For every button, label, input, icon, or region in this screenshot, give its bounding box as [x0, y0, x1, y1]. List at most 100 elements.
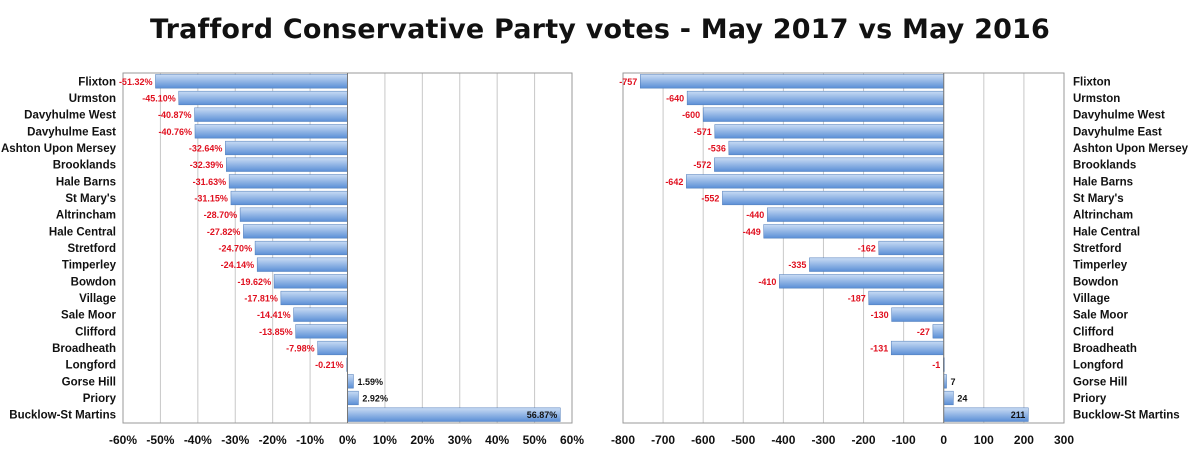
category-label-sale-moor: Sale Moor [1073, 310, 1128, 322]
data-label-bucklow-st-martins: 56.87% [527, 410, 558, 420]
x-tick-label: -300 [811, 433, 835, 447]
x-tick-label: -400 [771, 433, 795, 447]
plot-frame [622, 72, 1065, 424]
x-tick-label: -800 [611, 433, 635, 447]
x-tick-label: -40% [184, 433, 212, 447]
category-label-bowdon: Bowdon [71, 276, 116, 288]
data-label-brooklands: -572 [693, 160, 711, 170]
x-tick-label: -10% [296, 433, 324, 447]
bar-davyhulme-east [714, 124, 944, 139]
data-label-bowdon: -19.62% [238, 277, 272, 287]
data-label-hale-barns: -31.63% [193, 177, 227, 187]
x-tick-label: 20% [410, 433, 434, 447]
bar-hale-central [763, 224, 944, 239]
data-label-stretford: -24.70% [219, 244, 253, 254]
data-label-urmston: -45.10% [142, 94, 176, 104]
category-label-clifford: Clifford [1073, 326, 1114, 338]
data-label-sale-moor: -130 [871, 310, 889, 320]
category-label-brooklands: Brooklands [1073, 160, 1136, 172]
category-label-davyhulme-west: Davyhulme West [24, 110, 116, 122]
data-label-ashton-upon-mersey: -32.64% [189, 144, 223, 154]
category-label-st-mary-s: St Mary's [1073, 193, 1124, 205]
x-tick-label: -20% [259, 433, 287, 447]
data-label-davyhulme-east: -40.76% [158, 127, 192, 137]
x-tick-label: 10% [373, 433, 397, 447]
category-label-priory: Priory [83, 393, 117, 405]
data-label-stretford: -162 [858, 244, 876, 254]
category-label-urmston: Urmston [69, 93, 116, 105]
bar-ashton-upon-mersey [728, 140, 944, 156]
category-label-gorse-hill: Gorse Hill [1073, 376, 1127, 388]
category-label-hale-central: Hale Central [49, 226, 116, 238]
data-label-gorse-hill: 7 [951, 377, 956, 387]
data-label-hale-central: -449 [743, 227, 761, 237]
category-label-altrincham: Altrincham [1073, 210, 1133, 222]
bar-flixton [639, 74, 944, 89]
data-label-clifford: -13.85% [259, 327, 293, 337]
x-tick-label: 0 [940, 433, 947, 447]
category-label-altrincham: Altrincham [56, 210, 116, 222]
data-label-longford: -1 [932, 360, 940, 370]
x-tick-label: 60% [560, 433, 584, 447]
x-tick-label: 0% [339, 433, 357, 447]
data-label-village: -187 [848, 294, 866, 304]
x-tick-label: 50% [523, 433, 547, 447]
bar-broadheath [890, 340, 944, 356]
x-tick-label: 100 [974, 433, 994, 447]
category-label-urmston: Urmston [1073, 93, 1120, 105]
data-label-bucklow-st-martins: 211 [1011, 410, 1026, 420]
x-tick-label: 30% [448, 433, 472, 447]
category-label-village: Village [79, 293, 116, 305]
page-title: Trafford Conservative Party votes - May … [149, 14, 1051, 45]
category-label-bowdon: Bowdon [1073, 276, 1118, 288]
category-label-timperley: Timperley [1073, 260, 1128, 272]
x-tick-label: -50% [146, 433, 174, 447]
x-tick-label: -200 [852, 433, 876, 447]
data-label-priory: 24 [957, 394, 967, 404]
bar-hale-barns [686, 174, 944, 189]
data-label-bowdon: -410 [758, 277, 776, 287]
data-label-st-mary-s: -552 [701, 194, 719, 204]
x-tick-label: -500 [731, 433, 755, 447]
bar-brooklands [714, 157, 944, 172]
data-label-ashton-upon-mersey: -536 [708, 144, 726, 154]
data-label-altrincham: -28.70% [204, 210, 238, 220]
data-label-timperley: -335 [788, 260, 806, 270]
category-label-sale-moor: Sale Moor [61, 310, 116, 322]
category-label-village: Village [1073, 293, 1110, 305]
data-label-altrincham: -440 [746, 210, 764, 220]
category-label-broadheath: Broadheath [52, 343, 116, 355]
x-tick-label: 200 [1014, 433, 1034, 447]
x-tick-label: -30% [221, 433, 249, 447]
data-label-davyhulme-west: -600 [682, 110, 700, 120]
x-tick-label: -100 [892, 433, 916, 447]
data-label-st-mary-s: -31.15% [194, 194, 228, 204]
category-label-flixton: Flixton [1073, 76, 1111, 88]
category-label-st-mary-s: St Mary's [65, 193, 116, 205]
category-label-longford: Longford [66, 360, 116, 372]
bar-clifford [932, 324, 944, 339]
data-label-flixton: -51.32% [119, 77, 153, 87]
data-label-urmston: -640 [666, 94, 684, 104]
data-label-broadheath: -131 [870, 344, 888, 354]
category-label-bucklow-st-martins: Bucklow-St Martins [1073, 410, 1180, 422]
x-tick-label: 40% [485, 433, 509, 447]
category-label-davyhulme-east: Davyhulme East [1073, 126, 1162, 138]
category-label-ashton-upon-mersey: Ashton Upon Mersey [1073, 143, 1189, 155]
data-label-priory: 2.92% [362, 394, 388, 404]
x-tick-label: 300 [1054, 433, 1074, 447]
x-tick-label: -700 [651, 433, 675, 447]
data-label-brooklands: -32.39% [190, 160, 224, 170]
bar-davyhulme-west [702, 107, 944, 122]
data-label-timperley: -24.14% [221, 260, 255, 270]
data-label-longford: -0.21% [315, 360, 344, 370]
data-label-broadheath: -7.98% [286, 344, 315, 354]
category-label-stretford: Stretford [67, 243, 116, 255]
bar-st-mary-s [722, 190, 944, 206]
data-label-clifford: -27 [917, 327, 930, 337]
category-label-priory: Priory [1073, 393, 1107, 405]
category-label-broadheath: Broadheath [1073, 343, 1137, 355]
data-label-hale-barns: -642 [665, 177, 683, 187]
category-label-flixton: Flixton [78, 76, 116, 88]
